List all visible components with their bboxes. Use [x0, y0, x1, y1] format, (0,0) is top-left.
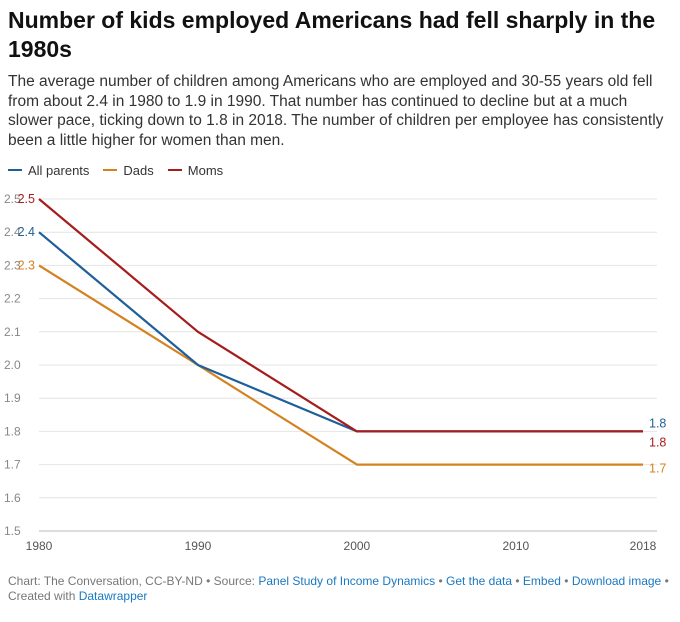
y-tick-label: 1.8: [4, 424, 21, 438]
source-label: Source:: [213, 574, 255, 588]
chart-title: Number of kids employed Americans had fe…: [8, 7, 656, 62]
separator: •: [564, 574, 569, 588]
data-label-end: 1.7: [649, 462, 666, 476]
source-link[interactable]: Panel Study of Income Dynamics: [258, 574, 436, 588]
chart-description: The average number of children among Ame…: [8, 73, 664, 149]
y-tick-label: 2.2: [4, 292, 21, 306]
y-tick-label: 1.5: [4, 524, 21, 538]
legend-swatch: [103, 169, 118, 171]
y-tick-label: 1.9: [4, 391, 21, 405]
data-label-start: 2.4: [18, 225, 35, 239]
line-chart: 2.5 2.4 2.3 2.2 2.1 2.0 1.9 1.8 1.7 1.6 1.5 1980 199…: [4, 192, 666, 553]
legend: All parents Dads Moms: [8, 161, 237, 179]
created-with-label: Created with: [8, 589, 76, 603]
x-tick-label: 1990: [185, 539, 212, 553]
data-label-start: 2.5: [18, 192, 35, 206]
x-tick-label: 2010: [502, 539, 529, 553]
legend-item-moms: Moms: [167, 162, 224, 178]
y-tick-label: 2.3: [4, 258, 21, 272]
y-tick-label: 2.0: [4, 358, 21, 372]
legend-swatch: [167, 169, 182, 171]
separator: •: [515, 574, 520, 588]
y-tick-label: 2.5: [4, 192, 21, 206]
legend-label: Dads: [123, 162, 154, 178]
separator: •: [206, 574, 211, 588]
series-line-dads: [38, 264, 643, 466]
y-tick-label: 1.6: [4, 491, 21, 505]
y-tick-label: 2.1: [4, 325, 21, 339]
separator: •: [664, 574, 669, 588]
download-image-link[interactable]: Download image: [571, 574, 662, 588]
x-tick-label: 2000: [344, 539, 371, 553]
separator: •: [438, 574, 443, 588]
x-tick-label: 2018: [630, 539, 657, 553]
legend-label: All parents: [28, 162, 90, 178]
series-line-moms: [38, 198, 643, 433]
legend-item-all-parents: All parents: [8, 163, 89, 178]
x-tick-label: 1980: [26, 539, 53, 553]
legend-swatch: [8, 169, 22, 171]
datawrapper-link[interactable]: Datawrapper: [78, 589, 148, 603]
get-data-link[interactable]: Get the data: [445, 574, 513, 588]
y-tick-label: 1.7: [4, 458, 21, 472]
data-label-end: 1.8: [649, 435, 666, 449]
embed-link[interactable]: Embed: [522, 574, 561, 588]
data-label-end: 1.8: [649, 416, 666, 430]
legend-item-dads: Dads: [103, 162, 154, 178]
legend-label: Moms: [187, 162, 224, 178]
y-tick-label: 2.4: [4, 225, 21, 239]
chart-credit: Chart: The Conversation, CC-BY-ND: [8, 574, 203, 588]
data-label-start: 2.3: [18, 258, 35, 272]
chart-footer: Chart: The Conversation, CC-BY-ND • Sour…: [8, 574, 672, 604]
